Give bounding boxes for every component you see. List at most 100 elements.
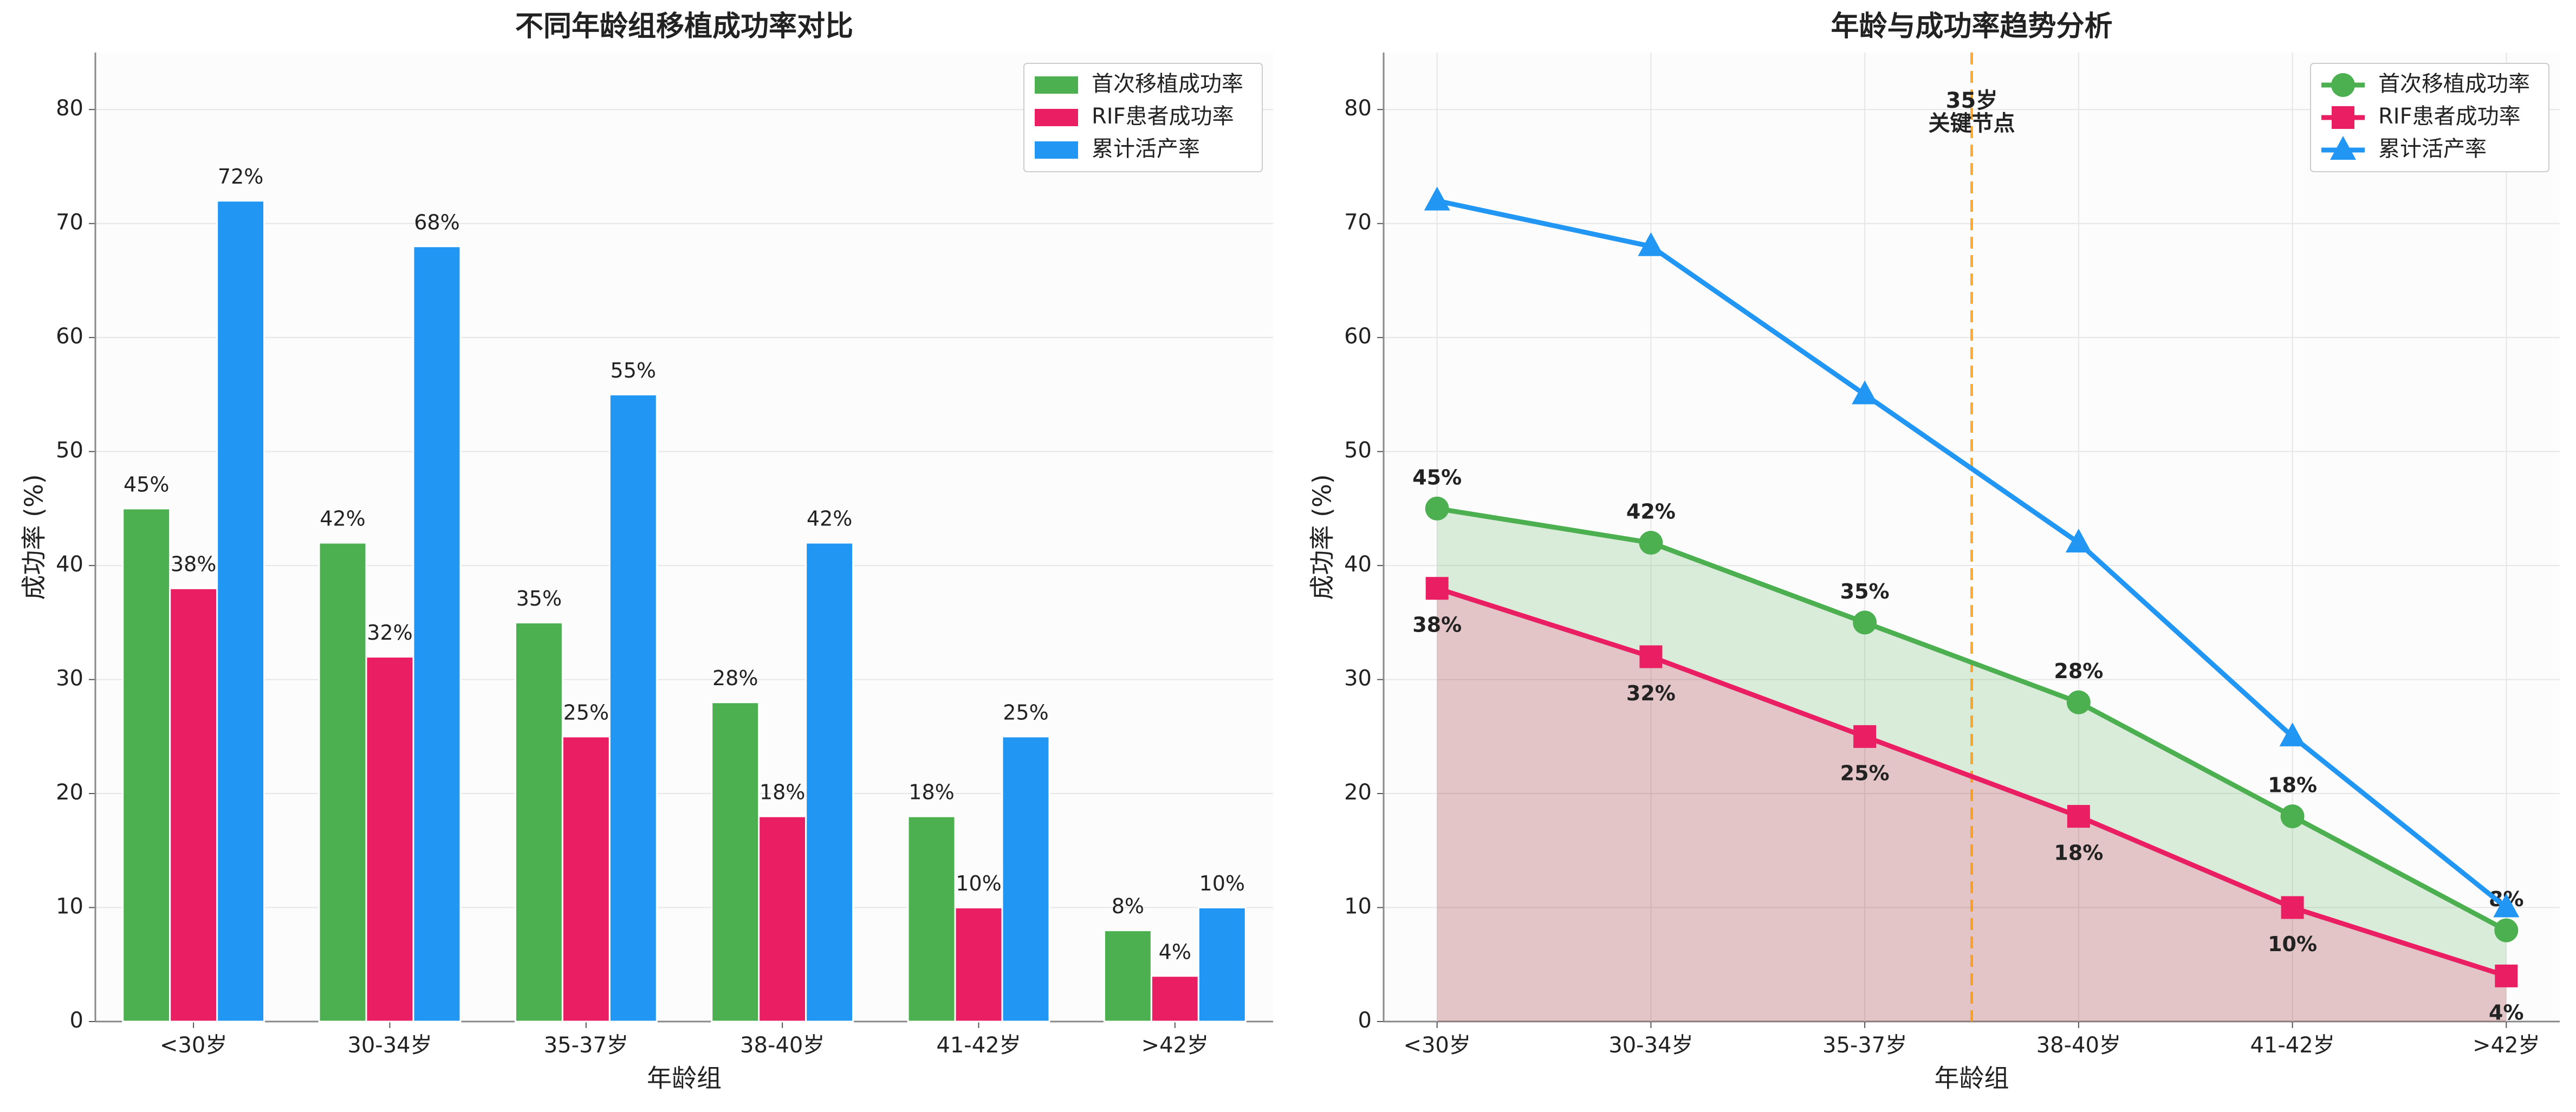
value-label: 4% — [2489, 1000, 2524, 1024]
y-tick-label: 80 — [1344, 96, 1372, 121]
point — [2494, 918, 2519, 942]
x-tick-label: 35-37岁 — [544, 1033, 628, 1058]
x-tick-label: 30-34岁 — [347, 1033, 432, 1058]
x-tick-label: 41-42岁 — [936, 1033, 1021, 1058]
x-tick-label: 35-37岁 — [1822, 1033, 1907, 1058]
legend-swatch — [1035, 141, 1078, 159]
point — [2065, 529, 2092, 553]
value-label: 18% — [2054, 841, 2103, 865]
bar — [365, 655, 414, 1023]
value-label: 42% — [1626, 500, 1676, 524]
legend-label: 首次移植成功率 — [2378, 71, 2530, 96]
y-tick-label: 10 — [56, 894, 83, 919]
bar — [318, 542, 367, 1023]
bar — [1150, 975, 1199, 1023]
legend-marker — [2331, 73, 2355, 97]
y-tick-label: 20 — [1344, 780, 1372, 805]
point — [1853, 610, 1877, 635]
value-label: 32% — [1626, 681, 1676, 705]
value-label: 42% — [807, 507, 852, 531]
legend-swatch — [1035, 109, 1078, 126]
line — [1436, 586, 2507, 979]
value-label: 25% — [1840, 761, 1890, 785]
x-tick-label: 30-34岁 — [1608, 1033, 1693, 1058]
value-label: 28% — [712, 666, 758, 690]
x-tick-label: 38-40岁 — [2036, 1033, 2121, 1058]
bar — [1197, 907, 1247, 1023]
legend-marker — [2332, 106, 2354, 129]
legend-label: 累计活产率 — [1092, 136, 1200, 161]
value-label: 18% — [2268, 773, 2317, 797]
y-tick-label: 80 — [56, 96, 83, 121]
y-tick-label: 60 — [56, 324, 83, 349]
x-tick-label: 41-42岁 — [2250, 1033, 2334, 1058]
bar — [514, 621, 563, 1023]
bar — [1103, 929, 1152, 1023]
y-tick-label: 40 — [1344, 552, 1372, 577]
value-label: 68% — [414, 210, 459, 234]
y-axis-label: 成功率 (%) — [20, 474, 49, 600]
bar — [758, 815, 807, 1023]
chart-title: 不同年龄组移植成功率对比 — [515, 10, 853, 43]
point — [1424, 186, 1450, 211]
bar — [1001, 736, 1050, 1023]
point — [1852, 380, 1878, 405]
chart-title: 年龄与成功率趋势分析 — [1831, 10, 2112, 43]
legend-label: 累计活产率 — [2378, 136, 2487, 161]
bar — [169, 587, 218, 1023]
point — [1425, 496, 1449, 521]
point — [1853, 725, 1877, 748]
y-tick-label: 0 — [70, 1008, 83, 1033]
line — [1436, 198, 2508, 910]
point — [2066, 690, 2091, 714]
point — [1639, 645, 1663, 668]
point — [2281, 896, 2304, 919]
legend-box — [2310, 63, 2549, 172]
x-tick-label: <30岁 — [1403, 1033, 1470, 1058]
bar — [122, 508, 171, 1023]
value-label: 18% — [909, 781, 954, 804]
y-tick-label: 50 — [56, 438, 83, 463]
y-tick-label: 70 — [1344, 210, 1372, 235]
bar — [216, 200, 265, 1023]
value-label: 18% — [760, 781, 805, 804]
annotation: 关键节点 — [1929, 111, 2015, 136]
value-label: 25% — [1003, 700, 1048, 724]
y-tick-label: 70 — [56, 210, 83, 235]
point — [1639, 531, 1663, 555]
x-axis-label: 年龄组 — [1935, 1064, 2009, 1093]
value-label: 45% — [1412, 465, 1462, 489]
bar — [711, 701, 760, 1023]
bar — [805, 542, 854, 1023]
value-label: 38% — [1412, 613, 1462, 637]
line — [1436, 506, 2508, 933]
value-label: 38% — [171, 552, 216, 576]
y-tick-label: 30 — [56, 666, 83, 691]
value-label: 72% — [218, 165, 263, 188]
bar — [907, 815, 956, 1023]
value-label: 10% — [956, 872, 1001, 895]
value-label: 10% — [2268, 932, 2317, 956]
point — [2279, 722, 2306, 746]
x-tick-label: >42岁 — [2473, 1033, 2540, 1058]
value-label: 55% — [611, 359, 656, 382]
value-label: 35% — [1840, 580, 1890, 603]
value-label: 10% — [1199, 872, 1245, 895]
legend-label: RIF患者成功率 — [1092, 104, 1234, 129]
legend-box — [1023, 63, 1263, 172]
bar — [561, 736, 611, 1023]
point — [1638, 232, 1664, 256]
area-fill — [1437, 588, 2507, 1022]
point — [2280, 804, 2305, 829]
x-tick-label: >42岁 — [1141, 1033, 1209, 1058]
bar — [954, 907, 1003, 1023]
legend-swatch — [1035, 76, 1078, 94]
legend-label: 首次移植成功率 — [1092, 71, 1243, 96]
value-label: 42% — [320, 507, 365, 531]
x-tick-label: 38-40岁 — [740, 1033, 825, 1058]
plot-area — [95, 53, 1273, 1022]
point — [2495, 964, 2518, 987]
value-label: 4% — [1159, 940, 1191, 964]
legend-marker — [2330, 136, 2356, 160]
